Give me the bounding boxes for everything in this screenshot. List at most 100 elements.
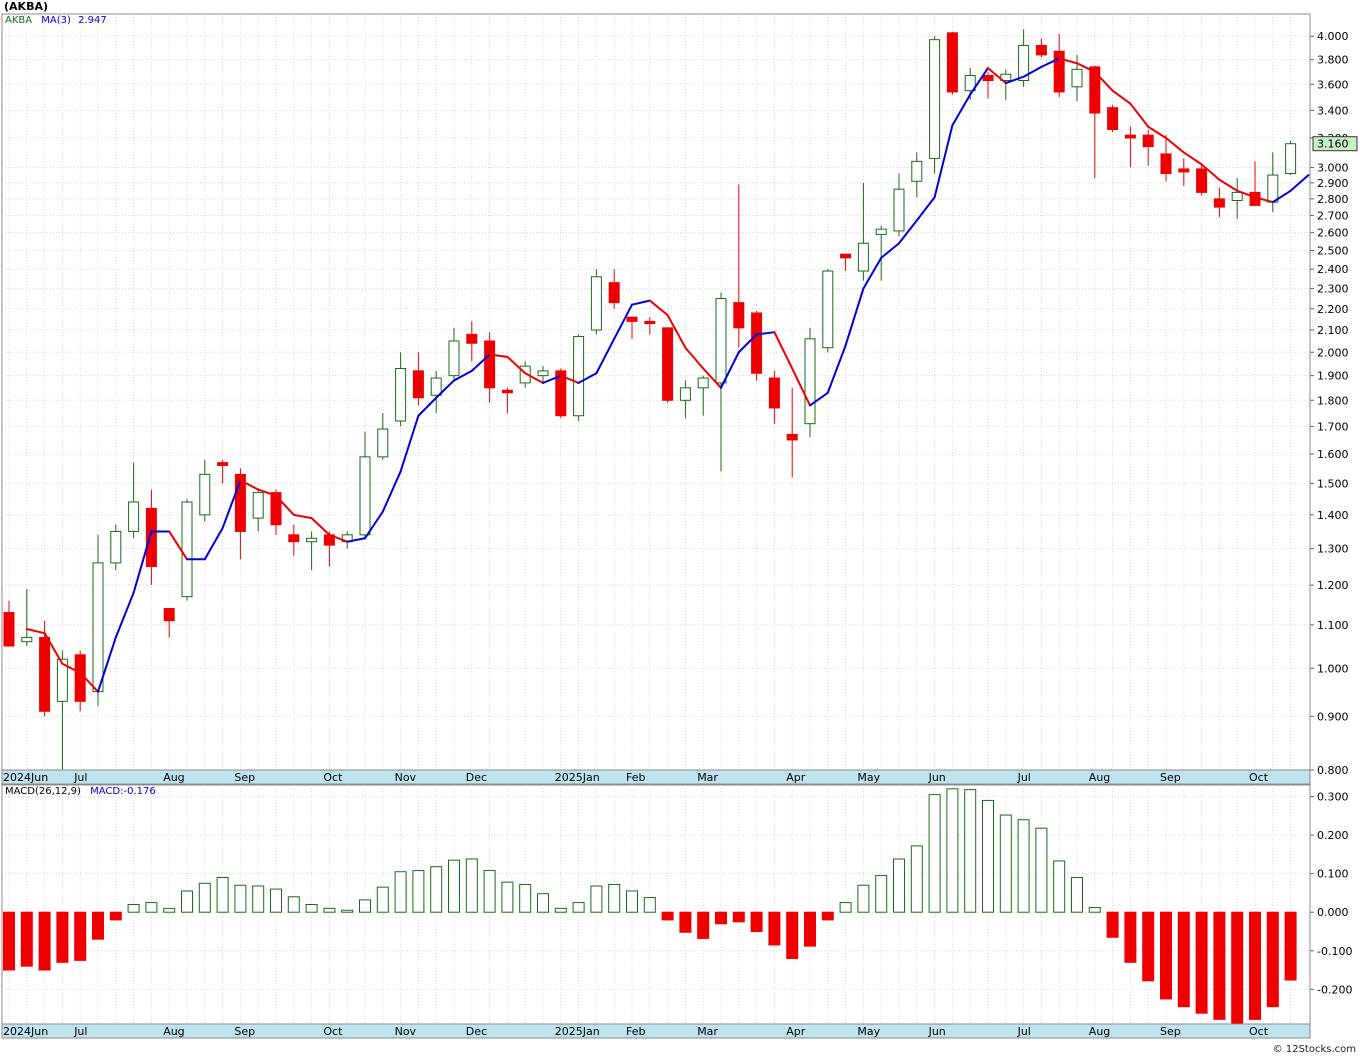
price-y-tick-label: 2.900 [1317,177,1349,190]
candle-body [840,253,852,259]
x-tick-label: 2025Jan [555,1025,600,1038]
ma3-segment [1022,65,1043,78]
legend-macd-value: MACD:-0.176 [90,786,156,797]
candle-body [573,336,585,417]
price-y-tick-label: 1.000 [1317,662,1349,675]
ma3-segment [1254,196,1274,204]
ma3-segment [684,346,705,370]
ma3-segment [1165,136,1185,154]
candle-body [270,492,282,526]
candle-body [92,562,104,693]
macd-bar [1053,860,1066,913]
ma3-segment [97,636,117,693]
ma3-segment [1236,189,1256,199]
price-date-band [1,769,1311,785]
candle-body [555,370,567,417]
candle-body [288,534,300,543]
macd-bar [519,883,532,913]
macd-bar [928,794,941,913]
price-y-tick-label: 2.600 [1317,227,1349,240]
x-tick-label: Oct [1249,771,1269,784]
candle-body [946,32,958,93]
ma3-segment [773,331,794,370]
watermark: © 12Stocks.com [1272,1044,1356,1055]
candle-body [74,654,86,702]
macd-bar [999,814,1012,913]
candle-body [1071,68,1083,88]
ma3-segment [862,256,883,290]
price-y-tick-label: 1.700 [1317,420,1349,433]
ma3-segment [1147,125,1167,139]
ma3-segment [933,124,954,199]
ma3-segment [1040,57,1061,68]
x-tick-label: May [857,1025,880,1038]
x-tick-label: Jul [73,1025,87,1038]
x-tick-label: 2024Jun [3,771,48,784]
macd-y-tick-label: 0.000 [1317,906,1349,919]
macd-bar [412,870,425,913]
macd-bar [501,881,514,913]
ma3-segment [559,374,580,384]
price-y-tick-label: 1.100 [1317,619,1349,632]
ma3-segment [257,488,277,497]
price-y-tick-label: 1.800 [1317,394,1349,407]
x-tick-label: Aug [163,771,184,784]
ma3-segment [381,470,402,513]
candle-body [1124,134,1136,139]
ma3-segment [399,414,420,473]
ma3-segment [542,374,562,384]
candle-body [306,537,318,543]
ma3-segment [168,530,188,561]
macd-bar [1231,911,1244,1029]
candle-body [929,39,941,159]
macd-bar [821,911,834,921]
price-y-tick-label: 2.200 [1317,303,1349,316]
candle-body [804,338,816,425]
ma3-segment [524,372,544,384]
candle-body [1089,66,1101,114]
price-panel [1,13,1311,771]
x-tick-label: Jul [1017,771,1031,784]
x-tick-label: Jul [73,771,87,784]
macd-bar [92,911,104,940]
candle-body [3,612,15,647]
ma3-segment [791,367,811,407]
candle-body [1213,198,1225,208]
macd-bar [732,911,745,923]
ma3-segment [915,196,936,222]
macd-bar [448,859,460,913]
macd-legend: MACD(26,12,9) MACD:-0.176 [5,786,156,797]
price-y-tick-label: 1.500 [1317,477,1349,490]
macd-bar [74,911,87,961]
macd-bar [910,845,923,913]
ma3-segment [1004,75,1025,85]
candle-body [1231,191,1243,201]
macd-bar [643,897,656,913]
ma3-segment [1218,178,1239,192]
x-tick-label: Jul [1017,1025,1031,1038]
price-y-tick-label: 3.400 [1317,104,1349,117]
x-tick-label: Mar [697,1025,718,1038]
macd-bar [715,911,727,925]
candle-body [1178,168,1190,173]
macd-bar [875,875,888,913]
x-tick-label: Mar [697,771,718,784]
ma3-segment [417,396,438,417]
price-y-tick-label: 1.600 [1317,448,1349,461]
macd-bar [786,911,799,959]
price-y-tick-label: 2.800 [1317,193,1349,206]
macd-bar [839,902,852,913]
macd-bar [1195,911,1208,1014]
candle-body [751,312,763,374]
candle-body [199,473,211,516]
macd-y-tick-label: -0.100 [1317,945,1352,958]
x-tick-label: Apr [786,1025,806,1038]
legend-ma-value: 2.947 [78,15,107,26]
ma3-segment [1076,62,1096,73]
x-tick-label: Sep [234,771,255,784]
macd-bar [661,911,674,921]
macd-bar [537,893,549,913]
x-tick-label: Jun [928,1025,946,1038]
price-legend: AKBA MA(3) 2.947 [5,15,107,26]
ma3-segment [435,379,455,399]
